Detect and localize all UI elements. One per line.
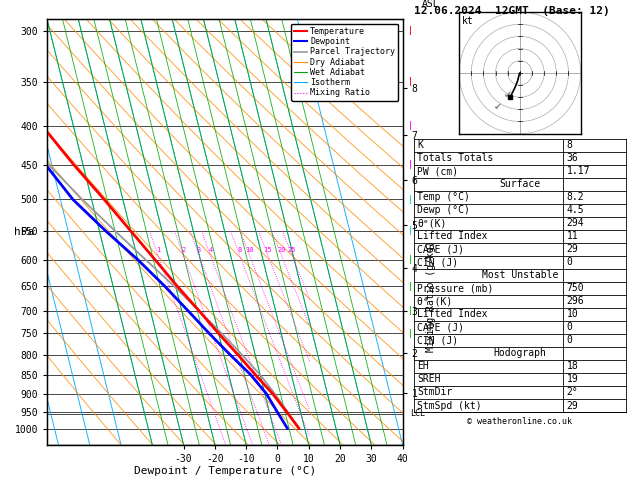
- Text: 8: 8: [567, 140, 572, 150]
- Text: |: |: [409, 306, 411, 315]
- Text: 1.17: 1.17: [567, 166, 590, 176]
- Text: EH: EH: [417, 362, 429, 371]
- Text: 12.06.2024  12GMT  (Base: 12): 12.06.2024 12GMT (Base: 12): [414, 6, 610, 16]
- Text: 2: 2: [181, 247, 186, 253]
- Text: Mixing Ratio (g/kg): Mixing Ratio (g/kg): [426, 240, 436, 352]
- Text: |: |: [409, 282, 411, 291]
- Text: 10: 10: [245, 247, 253, 253]
- Text: 15: 15: [264, 247, 272, 253]
- Text: CAPE (J): CAPE (J): [417, 244, 464, 254]
- Text: Most Unstable: Most Unstable: [482, 270, 558, 280]
- Text: SREH: SREH: [417, 375, 440, 384]
- Text: 29: 29: [567, 400, 578, 411]
- Text: 0: 0: [567, 322, 572, 332]
- Text: 2°: 2°: [567, 387, 578, 398]
- Text: LCL: LCL: [409, 409, 425, 418]
- Text: |: |: [409, 121, 411, 130]
- Legend: Temperature, Dewpoint, Parcel Trajectory, Dry Adiabat, Wet Adiabat, Isotherm, Mi: Temperature, Dewpoint, Parcel Trajectory…: [291, 24, 398, 101]
- X-axis label: Dewpoint / Temperature (°C): Dewpoint / Temperature (°C): [134, 467, 316, 476]
- Text: Dewp (°C): Dewp (°C): [417, 205, 470, 215]
- Text: PW (cm): PW (cm): [417, 166, 458, 176]
- Text: Totals Totals: Totals Totals: [417, 153, 493, 163]
- Text: kt: kt: [462, 16, 473, 26]
- Text: Surface: Surface: [499, 179, 540, 189]
- Text: hPa: hPa: [14, 227, 34, 237]
- Text: CAPE (J): CAPE (J): [417, 322, 464, 332]
- Text: |: |: [409, 77, 411, 86]
- Text: |: |: [409, 195, 411, 204]
- Text: 29: 29: [567, 244, 578, 254]
- Text: Temp (°C): Temp (°C): [417, 192, 470, 202]
- Text: θᵉ(K): θᵉ(K): [417, 218, 447, 228]
- Text: 1: 1: [156, 247, 160, 253]
- Text: |: |: [409, 255, 411, 264]
- Text: Lifted Index: Lifted Index: [417, 231, 487, 241]
- Text: 8.2: 8.2: [567, 192, 584, 202]
- Text: StmSpd (kt): StmSpd (kt): [417, 400, 482, 411]
- Text: Hodograph: Hodograph: [493, 348, 547, 358]
- Text: |: |: [409, 26, 411, 35]
- Text: StmDir: StmDir: [417, 387, 452, 398]
- Text: 8: 8: [238, 247, 242, 253]
- Text: 750: 750: [567, 283, 584, 293]
- Text: |: |: [409, 160, 411, 169]
- Text: 10: 10: [567, 310, 578, 319]
- Text: 4: 4: [208, 247, 213, 253]
- Text: 25: 25: [288, 247, 296, 253]
- Text: 0: 0: [567, 257, 572, 267]
- Text: CIN (J): CIN (J): [417, 257, 458, 267]
- Text: Pressure (mb): Pressure (mb): [417, 283, 493, 293]
- Text: K: K: [417, 140, 423, 150]
- Text: 4.5: 4.5: [567, 205, 584, 215]
- Text: 11: 11: [567, 231, 578, 241]
- Text: ✔: ✔: [504, 90, 512, 100]
- Text: 3: 3: [197, 247, 201, 253]
- Text: |: |: [409, 226, 411, 236]
- Text: 19: 19: [567, 375, 578, 384]
- Text: θᵉ (K): θᵉ (K): [417, 296, 452, 306]
- Text: Lifted Index: Lifted Index: [417, 310, 487, 319]
- Text: 18: 18: [567, 362, 578, 371]
- Text: 0: 0: [567, 335, 572, 346]
- Text: © weatheronline.co.uk: © weatheronline.co.uk: [467, 417, 572, 426]
- Text: 296: 296: [567, 296, 584, 306]
- Text: 294: 294: [567, 218, 584, 228]
- Text: CIN (J): CIN (J): [417, 335, 458, 346]
- Text: ASL: ASL: [422, 0, 440, 9]
- Text: 36: 36: [567, 153, 578, 163]
- Text: 20: 20: [277, 247, 286, 253]
- Text: |: |: [409, 329, 411, 338]
- Text: ✔: ✔: [494, 102, 502, 112]
